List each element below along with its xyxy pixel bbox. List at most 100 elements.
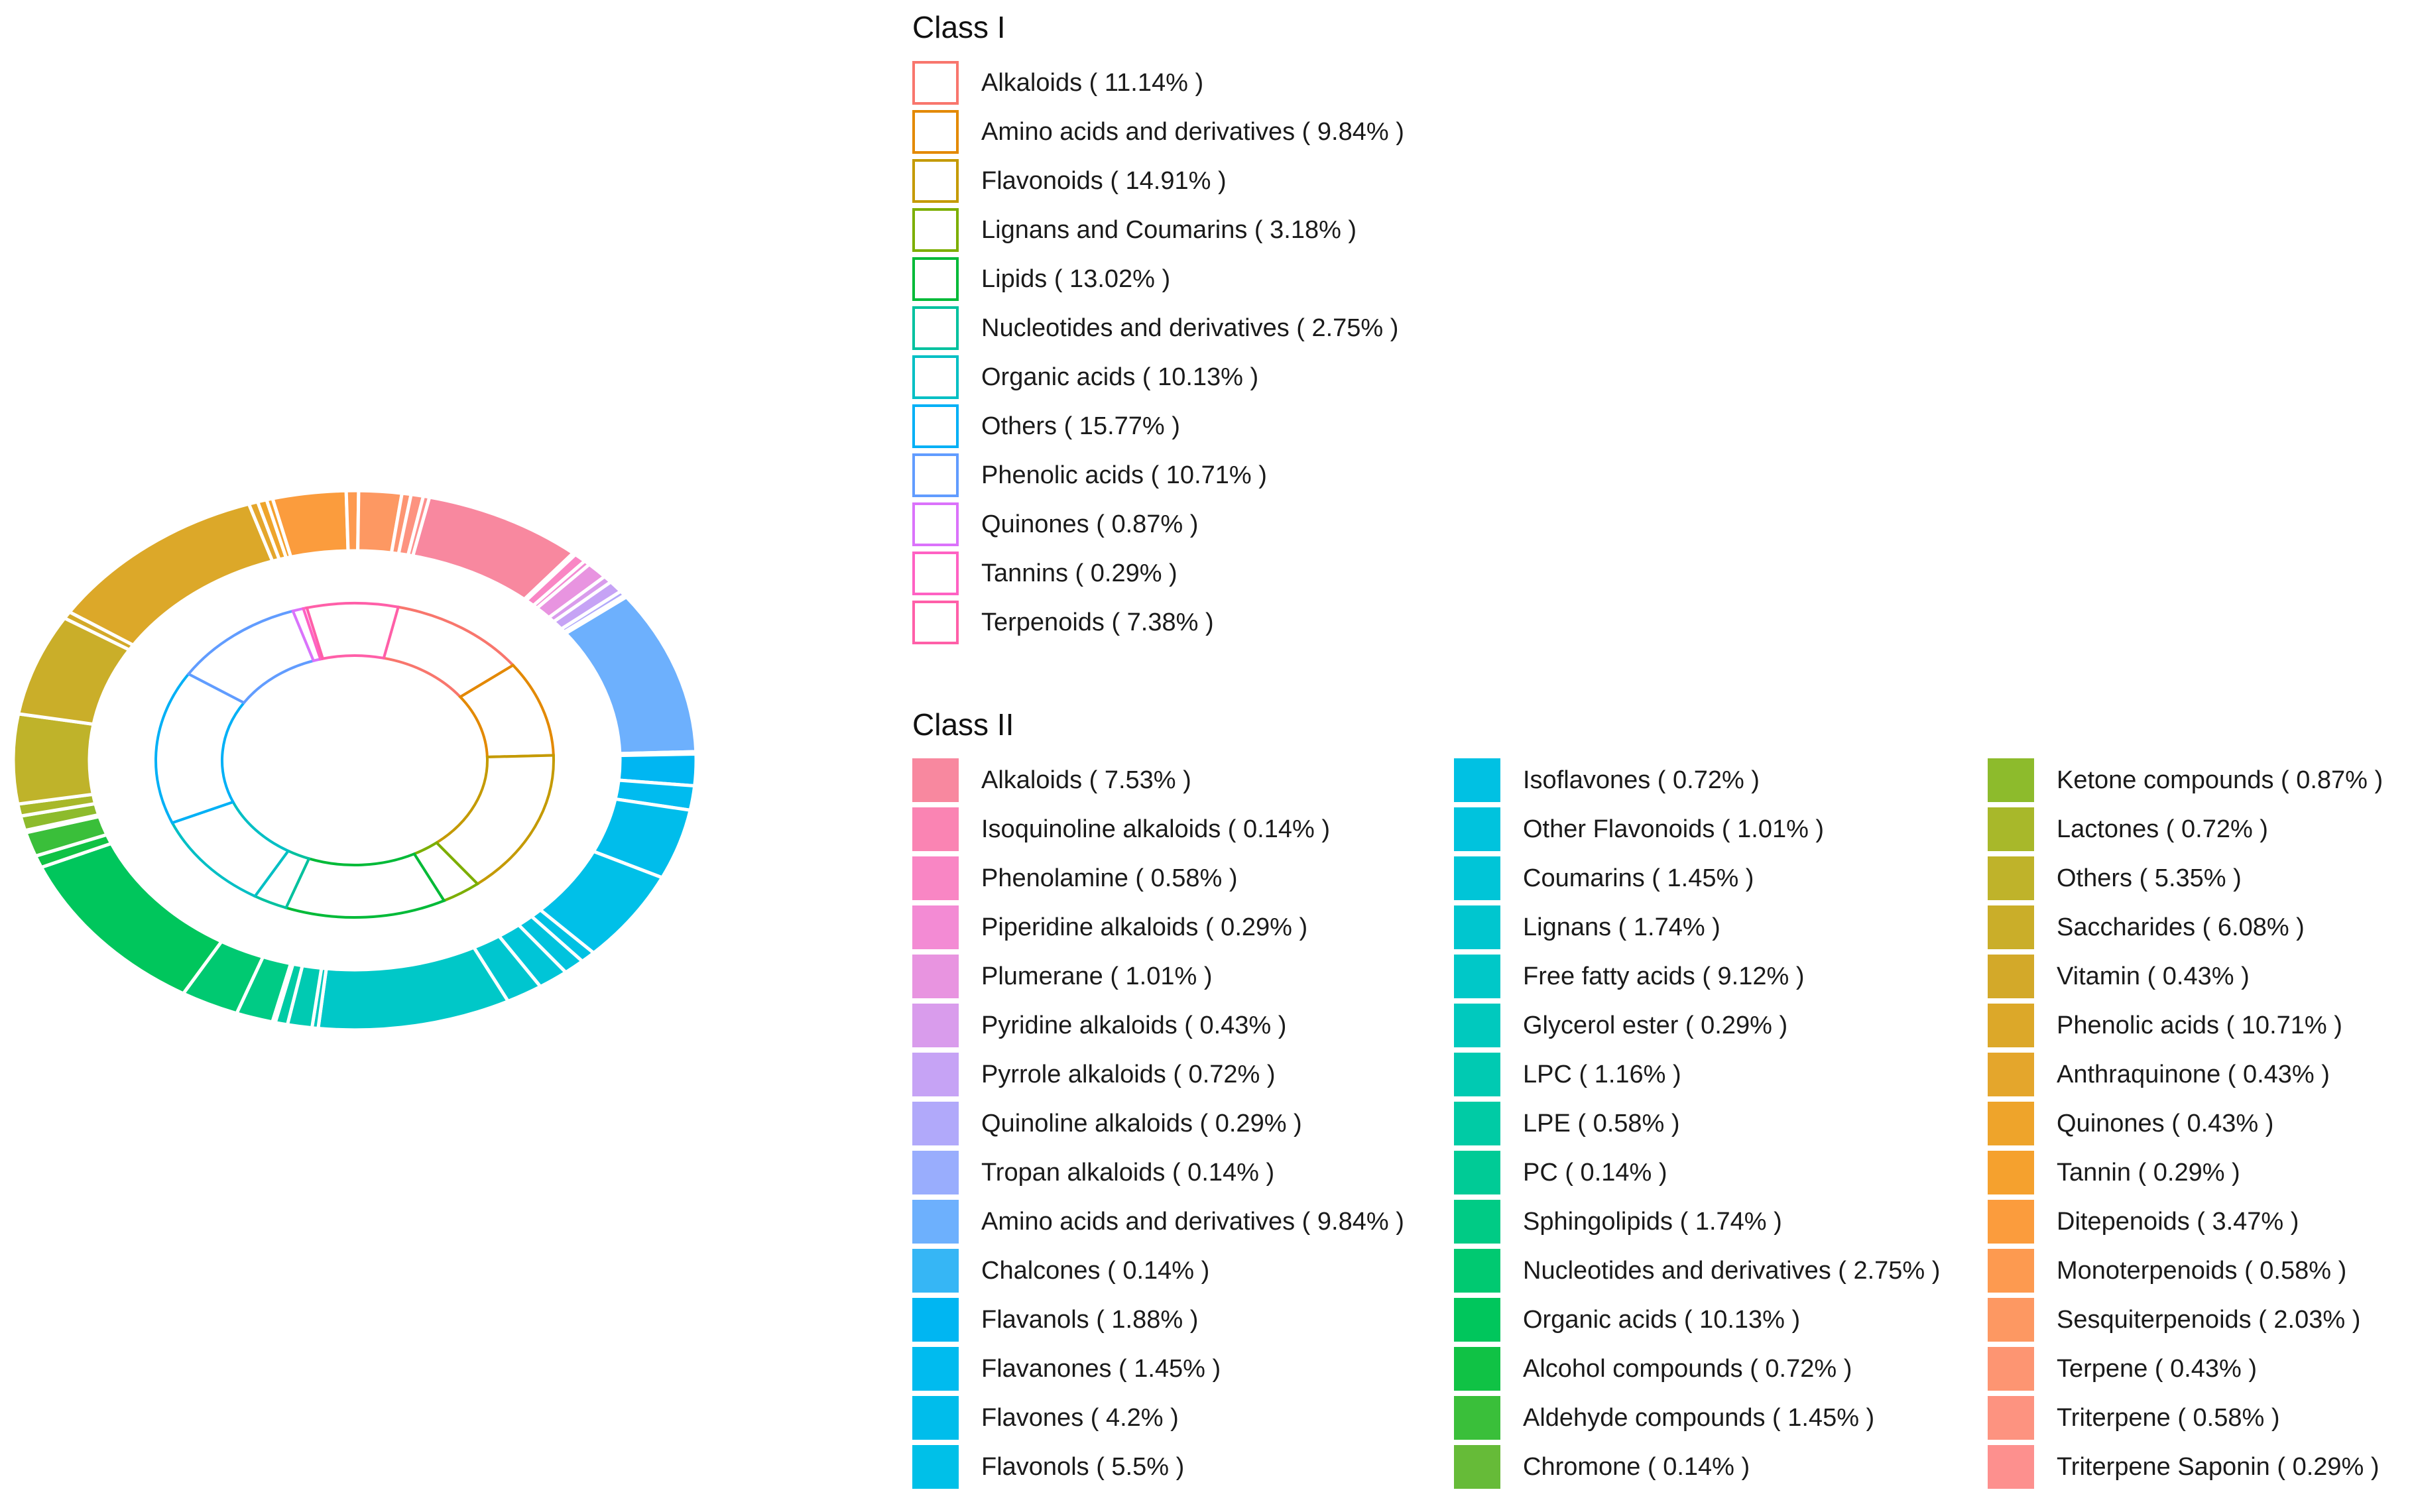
legend-class-ii-label-sesquiterpenoids: Sesquiterpenoids ( 2.03% )	[2057, 1305, 2361, 1334]
legend-class-ii-item-flavanones: Flavanones ( 1.45% )	[912, 1344, 1221, 1393]
legend-class-i-swatch-phenolic-acids	[912, 453, 959, 497]
legend-class-ii-item-phenolamine: Phenolamine ( 0.58% )	[912, 854, 1238, 903]
legend-class-ii-label-quinones: Quinones ( 0.43% )	[2057, 1109, 2274, 1137]
legend-class-i-label-nucleotides-and-derivatives: Nucleotides and derivatives ( 2.75% )	[981, 314, 1399, 342]
legend-class-ii-item-nucleotides-and-derivatives: Nucleotides and derivatives ( 2.75% )	[1454, 1246, 1940, 1295]
legend-class-ii-swatch-phenolic-acids	[1988, 1004, 2034, 1047]
legend-class-ii-item-flavanols: Flavanols ( 1.88% )	[912, 1295, 1198, 1344]
legend-class-ii-swatch-monoterpenoids	[1988, 1249, 2034, 1293]
legend-class-ii-swatch-other-flavonoids	[1454, 807, 1500, 851]
legend-class-ii-item-quinoline-alkaloids: Quinoline alkaloids ( 0.29% )	[912, 1099, 1302, 1148]
legend-class-ii-label-organic-acids: Organic acids ( 10.13% )	[1523, 1305, 1801, 1334]
legend-class-ii-swatch-terpene	[1988, 1347, 2034, 1391]
legend-class-ii-swatch-sesquiterpenoids	[1988, 1298, 2034, 1342]
legend-class-ii-label-lpe: LPE ( 0.58% )	[1523, 1109, 1680, 1137]
legend-class-ii-label-tropan-alkaloids: Tropan alkaloids ( 0.14% )	[981, 1158, 1275, 1187]
legend-class-i-label-terpenoids: Terpenoids ( 7.38% )	[981, 608, 1214, 636]
legend-class-ii-swatch-tannin	[1988, 1151, 2034, 1194]
outer-slice-organic-acids	[38, 841, 225, 996]
legend-class-ii-swatch-anthraquinone	[1988, 1053, 2034, 1096]
legend-class-ii-label-piperidine-alkaloids: Piperidine alkaloids ( 0.29% )	[981, 913, 1308, 941]
legend-class-i-swatch-lignans-and-coumarins	[912, 208, 959, 252]
legend-class-ii-swatch-quinones	[1988, 1102, 2034, 1145]
legend-class-ii-item-triterpene: Triterpene ( 0.58% )	[1988, 1393, 2280, 1442]
legend-class-ii-item-ketone-compounds: Ketone compounds ( 0.87% )	[1988, 756, 2383, 805]
legend-class-ii-swatch-alkaloids	[912, 758, 959, 802]
legend-class-ii-item-piperidine-alkaloids: Piperidine alkaloids ( 0.29% )	[912, 903, 1307, 952]
legend-class-ii-item-alcohol-compounds: Alcohol compounds ( 0.72% )	[1454, 1344, 1852, 1393]
legend-class-i-item-alkaloids: Alkaloids ( 11.14% )	[912, 58, 1203, 107]
legend-class-ii-swatch-pyridine-alkaloids	[912, 1004, 959, 1047]
legend-class-ii-label-sphingolipids: Sphingolipids ( 1.74% )	[1523, 1207, 1782, 1236]
legend-class-ii-item-chalcones: Chalcones ( 0.14% )	[912, 1246, 1209, 1295]
legend-class-ii-label-pyrrole-alkaloids: Pyrrole alkaloids ( 0.72% )	[981, 1060, 1276, 1088]
legend-class-i-swatch-nucleotides-and-derivatives	[912, 306, 959, 350]
legend-class-ii-swatch-amino-acids-and-derivatives	[912, 1200, 959, 1244]
legend-class-ii-swatch-flavanols	[912, 1298, 959, 1342]
legend-class-ii-swatch-flavonols	[912, 1445, 959, 1489]
legend-class-ii-item-other-flavonoids: Other Flavonoids ( 1.01% )	[1454, 805, 1824, 854]
legend-class-ii-swatch-chalcones	[912, 1249, 959, 1293]
legend-class-i-swatch-terpenoids	[912, 601, 959, 644]
legend-class-ii-label-glycerol-ester: Glycerol ester ( 0.29% )	[1523, 1011, 1788, 1039]
legend-class-ii-item-others: Others ( 5.35% )	[1988, 854, 2242, 903]
outer-slice-phenolic-acids	[66, 502, 275, 648]
legend-class-ii-swatch-glycerol-ester	[1454, 1004, 1500, 1047]
legend-class-i-label-lipids: Lipids ( 13.02% )	[981, 264, 1171, 293]
legend-class-ii-swatch-aldehyde-compounds	[1454, 1396, 1500, 1440]
inner-slice-terpenoids	[305, 602, 400, 660]
legend-class-i-item-lignans-and-coumarins: Lignans and Coumarins ( 3.18% )	[912, 205, 1357, 255]
legend-class-ii-label-monoterpenoids: Monoterpenoids ( 0.58% )	[2057, 1256, 2347, 1285]
legend-class-ii-label-anthraquinone: Anthraquinone ( 0.43% )	[2057, 1060, 2330, 1088]
legend-class-i-label-lignans-and-coumarins: Lignans and Coumarins ( 3.18% )	[981, 215, 1357, 244]
legend-class-i-item-organic-acids: Organic acids ( 10.13% )	[912, 353, 1258, 402]
legend-class-ii-label-ditepenoids: Ditepenoids ( 3.47% )	[2057, 1207, 2299, 1236]
legend-class-ii-swatch-sphingolipids	[1454, 1200, 1500, 1244]
legend-class-ii-item-lignans: Lignans ( 1.74% )	[1454, 903, 1720, 952]
legend-class-ii-label-free-fatty-acids: Free fatty acids ( 9.12% )	[1523, 962, 1805, 990]
legend-class-i-label-flavonoids: Flavonoids ( 14.91% )	[981, 166, 1227, 195]
legend-class-ii-label-others: Others ( 5.35% )	[2057, 864, 2242, 892]
legend-class-ii-swatch-vitamin	[1988, 955, 2034, 998]
legend-class-ii-label-nucleotides-and-derivatives: Nucleotides and derivatives ( 2.75% )	[1523, 1256, 1941, 1285]
legend-class-i-label-alkaloids: Alkaloids ( 11.14% )	[981, 68, 1204, 97]
legend-class-i-item-lipids: Lipids ( 13.02% )	[912, 255, 1170, 304]
legend-class-i-item-phenolic-acids: Phenolic acids ( 10.71% )	[912, 451, 1267, 500]
legend-class-ii-swatch-flavones	[912, 1396, 959, 1440]
legend-class-ii-label-pyridine-alkaloids: Pyridine alkaloids ( 0.43% )	[981, 1011, 1287, 1039]
legend-class-ii-swatch-organic-acids	[1454, 1298, 1500, 1342]
legend-class-i-swatch-alkaloids	[912, 61, 959, 105]
legend-class-i-item-tannins: Tannins ( 0.29% )	[912, 549, 1177, 598]
legend-class-ii-swatch-lpe	[1454, 1102, 1500, 1145]
legend-class-ii-item-triterpene-saponin: Triterpene Saponin ( 0.29% )	[1988, 1442, 2380, 1491]
legend-class-ii-item-lpc: LPC ( 1.16% )	[1454, 1050, 1681, 1099]
legend-class-ii-swatch-pyrrole-alkaloids	[912, 1053, 959, 1096]
legend-class-ii-item-plumerane: Plumerane ( 1.01% )	[912, 952, 1213, 1001]
legend-class-ii-label-flavonols: Flavonols ( 5.5% )	[981, 1452, 1185, 1481]
legend-class-ii-item-sesquiterpenoids: Sesquiterpenoids ( 2.03% )	[1988, 1295, 2360, 1344]
legend-class-i-item-amino-acids-and-derivatives: Amino acids and derivatives ( 9.84% )	[912, 107, 1404, 156]
legend-class-ii-label-alcohol-compounds: Alcohol compounds ( 0.72% )	[1523, 1354, 1852, 1383]
legend-class-ii-label-triterpene-saponin: Triterpene Saponin ( 0.29% )	[2057, 1452, 2380, 1481]
legend-class-i-swatch-quinones	[912, 502, 959, 546]
legend-class-i-swatch-organic-acids	[912, 355, 959, 399]
legend-class-ii-label-phenolamine: Phenolamine ( 0.58% )	[981, 864, 1238, 892]
legend-class-ii-item-coumarins: Coumarins ( 1.45% )	[1454, 854, 1754, 903]
legend-class-ii-swatch-plumerane	[912, 955, 959, 998]
legend-class-i-swatch-amino-acids-and-derivatives	[912, 110, 959, 154]
legend-class-ii-label-pc: PC ( 0.14% )	[1523, 1158, 1667, 1187]
legend-class-ii-swatch-piperidine-alkaloids	[912, 905, 959, 949]
legend-class-ii-label-flavanols: Flavanols ( 1.88% )	[981, 1305, 1199, 1334]
legend-class-i-label-quinones: Quinones ( 0.87% )	[981, 510, 1199, 538]
outer-slice-others	[11, 712, 96, 806]
legend-class-ii-label-plumerane: Plumerane ( 1.01% )	[981, 962, 1213, 990]
legend-class-ii-label-ketone-compounds: Ketone compounds ( 0.87% )	[2057, 766, 2384, 794]
legend-class-ii-swatch-tropan-alkaloids	[912, 1151, 959, 1194]
sunburst-svg	[11, 489, 698, 1032]
legend-class-i-item-terpenoids: Terpenoids ( 7.38% )	[912, 598, 1214, 647]
legend-class-ii-swatch-phenolamine	[912, 856, 959, 900]
outer-slice-triterpene-saponin	[406, 494, 432, 558]
legend-class-ii-label-vitamin: Vitamin ( 0.43% )	[2057, 962, 2250, 990]
legend-class-ii-label-chalcones: Chalcones ( 0.14% )	[981, 1256, 1210, 1285]
outer-slice-amino-acids-and-derivatives	[563, 595, 698, 756]
